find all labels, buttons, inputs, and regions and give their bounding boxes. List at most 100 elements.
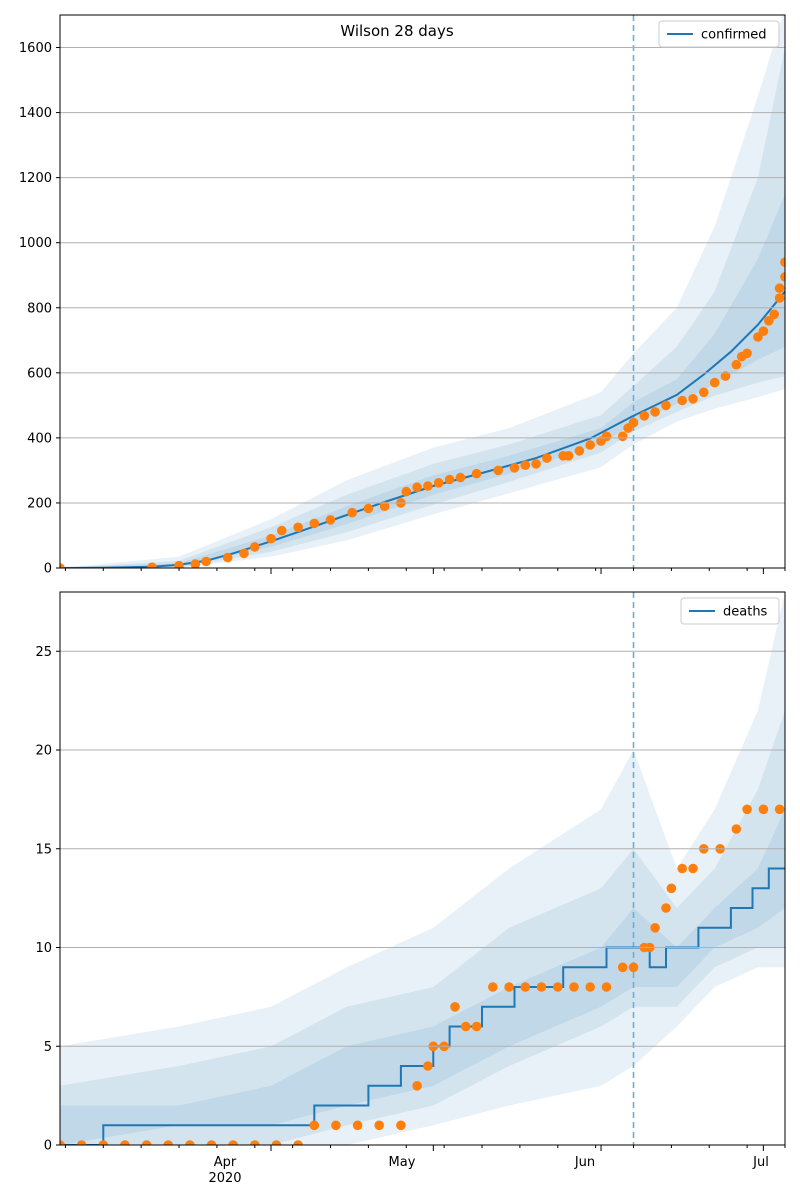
deaths-observed-point — [520, 982, 531, 992]
confirmed-observed-point — [758, 326, 769, 337]
confirmed-observed-point — [455, 472, 466, 483]
deaths-y-tick-label: 15 — [35, 842, 52, 857]
confirmed-observed-point — [720, 371, 731, 381]
deaths-y-tick-label: 25 — [35, 645, 52, 660]
deaths-observed-point — [331, 1120, 341, 1131]
deaths-observed-point — [76, 1140, 87, 1145]
confirmed-observed-point — [250, 542, 260, 552]
confirmed-observed-point — [731, 359, 742, 370]
confirmed-y-tick-label: 1400 — [19, 106, 52, 121]
confirmed-observed-point — [531, 459, 541, 469]
deaths-observed-point — [731, 824, 742, 834]
confirmed-observed-point — [769, 309, 779, 320]
confirmed-observed-point — [688, 394, 698, 404]
deaths-legend: deaths — [680, 597, 780, 625]
chart-title: Wilson 28 days — [340, 22, 454, 40]
deaths-observed-point — [98, 1140, 109, 1145]
confirmed-observed-point — [699, 387, 709, 398]
confirmed-observed-point — [628, 417, 639, 428]
deaths-observed-point — [774, 804, 785, 815]
confirmed-observed-point — [309, 518, 320, 529]
confirmed-observed-point — [780, 257, 785, 267]
x-tick-label-jun: Jun — [574, 1155, 595, 1170]
deaths-observed-point — [185, 1140, 195, 1145]
x-tick-label-jul: Jul — [752, 1155, 769, 1170]
confirmed-observed-point — [433, 478, 444, 488]
confirmed-observed-point — [363, 503, 374, 514]
deaths-observed-point — [742, 804, 752, 815]
confirmed-axes-frame — [59, 14, 786, 569]
confirmed-observed-point — [650, 407, 660, 417]
confirmed-observed-point — [563, 451, 574, 461]
deaths-observed-point — [250, 1140, 260, 1145]
confirmed-observed-point — [239, 548, 249, 559]
confirmed-observed-point — [661, 400, 671, 411]
confirmed-observed-point — [147, 562, 157, 568]
deaths-axes-frame — [59, 591, 786, 1146]
confirmed-y-tick-label: 1600 — [19, 41, 52, 56]
confirmed-observed-point — [174, 560, 184, 568]
deaths-observed-point — [758, 804, 769, 815]
deaths-observed-point — [628, 962, 639, 973]
deaths-plot-area — [60, 592, 785, 1145]
confirmed-observed-point — [742, 348, 752, 359]
deaths-observed-point — [601, 982, 612, 992]
confirmed-observed-point — [709, 377, 720, 388]
deaths-observed-point — [650, 923, 660, 933]
deaths-observed-point — [423, 1061, 433, 1071]
deaths-panel: 0 5 10 15 20 25 deaths — [35, 591, 786, 1154]
confirmed-legend-box — [658, 20, 780, 48]
confirmed-y-tick-label: 0 — [44, 562, 52, 577]
confirmed-observed-point — [444, 474, 455, 485]
confirmed-observed-point — [677, 395, 687, 406]
deaths-observed-point — [206, 1140, 217, 1145]
x-tick-label-may: May — [389, 1155, 416, 1170]
deaths-observed-point — [374, 1120, 385, 1131]
confirmed-observed-point — [617, 431, 628, 442]
deaths-observed-point — [141, 1140, 152, 1145]
confirmed-observed-point — [401, 486, 412, 497]
deaths-observed-point — [352, 1120, 363, 1131]
deaths-observed-point — [504, 982, 514, 992]
deaths-y-tick-label: 10 — [35, 941, 52, 956]
confirmed-observed-point — [574, 446, 585, 456]
deaths-y-tick-label: 5 — [44, 1040, 52, 1055]
deaths-observed-point — [666, 883, 677, 894]
confirmed-y-tick-label: 800 — [27, 301, 52, 316]
confirmed-plot-area — [60, 15, 785, 568]
deaths-band-middle — [60, 710, 785, 1145]
confirmed-observed-point — [266, 533, 276, 544]
confirmed-y-tick-label: 1000 — [19, 236, 52, 251]
confirmed-observed-point — [774, 283, 785, 294]
deaths-observed-point — [293, 1140, 303, 1145]
confirmed-y-tick-label: 200 — [27, 496, 52, 511]
deaths-observed-point — [271, 1140, 282, 1145]
deaths-observed-point — [396, 1120, 406, 1131]
confirmed-legend: confirmed — [658, 20, 780, 48]
confirmed-observed-point — [412, 482, 422, 493]
confirmed-observed-point — [639, 411, 650, 421]
confirmed-y-tick-label: 1200 — [19, 171, 52, 186]
deaths-y-tick-label: 20 — [35, 744, 52, 759]
deaths-legend-box — [680, 597, 780, 625]
x-tick-label-year: 2020 — [208, 1171, 241, 1186]
deaths-observed-point — [228, 1140, 238, 1145]
confirmed-observed-point — [293, 522, 303, 533]
deaths-observed-point — [163, 1140, 173, 1145]
deaths-observed-point — [461, 1021, 471, 1032]
deaths-observed-point — [617, 962, 628, 973]
confirmed-panel: 0 200 400 600 800 1000 1200 1400 1600 confirmed — [19, 14, 786, 577]
deaths-observed-point — [471, 1021, 482, 1032]
confirmed-y-tick-label: 400 — [27, 431, 52, 446]
confirmed-legend-label: confirmed — [701, 28, 767, 43]
deaths-observed-point — [585, 982, 595, 992]
deaths-y-tick-label: 0 — [44, 1139, 52, 1154]
confirmed-band-outer — [60, 15, 785, 568]
deaths-observed-point — [450, 1002, 460, 1012]
deaths-observed-point — [569, 982, 579, 992]
deaths-observed-point — [120, 1140, 130, 1145]
confirmed-observed-point — [493, 465, 504, 476]
deaths-legend-label: deaths — [723, 605, 768, 620]
deaths-observed-point — [60, 1140, 65, 1145]
deaths-observed-point — [677, 863, 687, 874]
